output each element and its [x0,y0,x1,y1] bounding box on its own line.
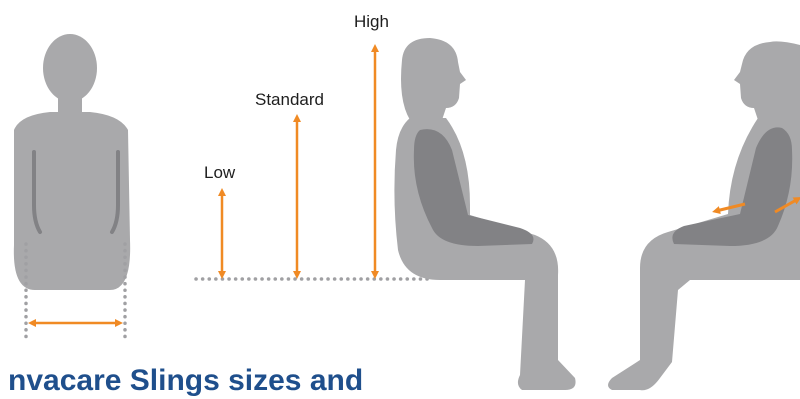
back-view-figure [13,34,131,290]
side-view-figure [394,38,576,390]
back-figure-torso [13,112,131,290]
side-figure-head [401,38,466,120]
side-figure-arm [413,129,534,246]
label-high: High [354,12,389,31]
caption-heading: nvacare Slings sizes and [8,364,364,397]
right-figure-head [734,41,800,120]
back-figure-left-crease [32,150,42,234]
hip-arrow-right [774,197,800,214]
label-standard: Standard [255,90,324,109]
back-figure-head [43,34,97,102]
hip-arrow-left [712,202,746,214]
back-figure-neck [58,95,82,117]
side-view-figure-right [608,41,800,391]
right-figure-arm [672,127,793,246]
label-low: Low [204,163,236,182]
back-figure-right-crease [110,150,120,234]
